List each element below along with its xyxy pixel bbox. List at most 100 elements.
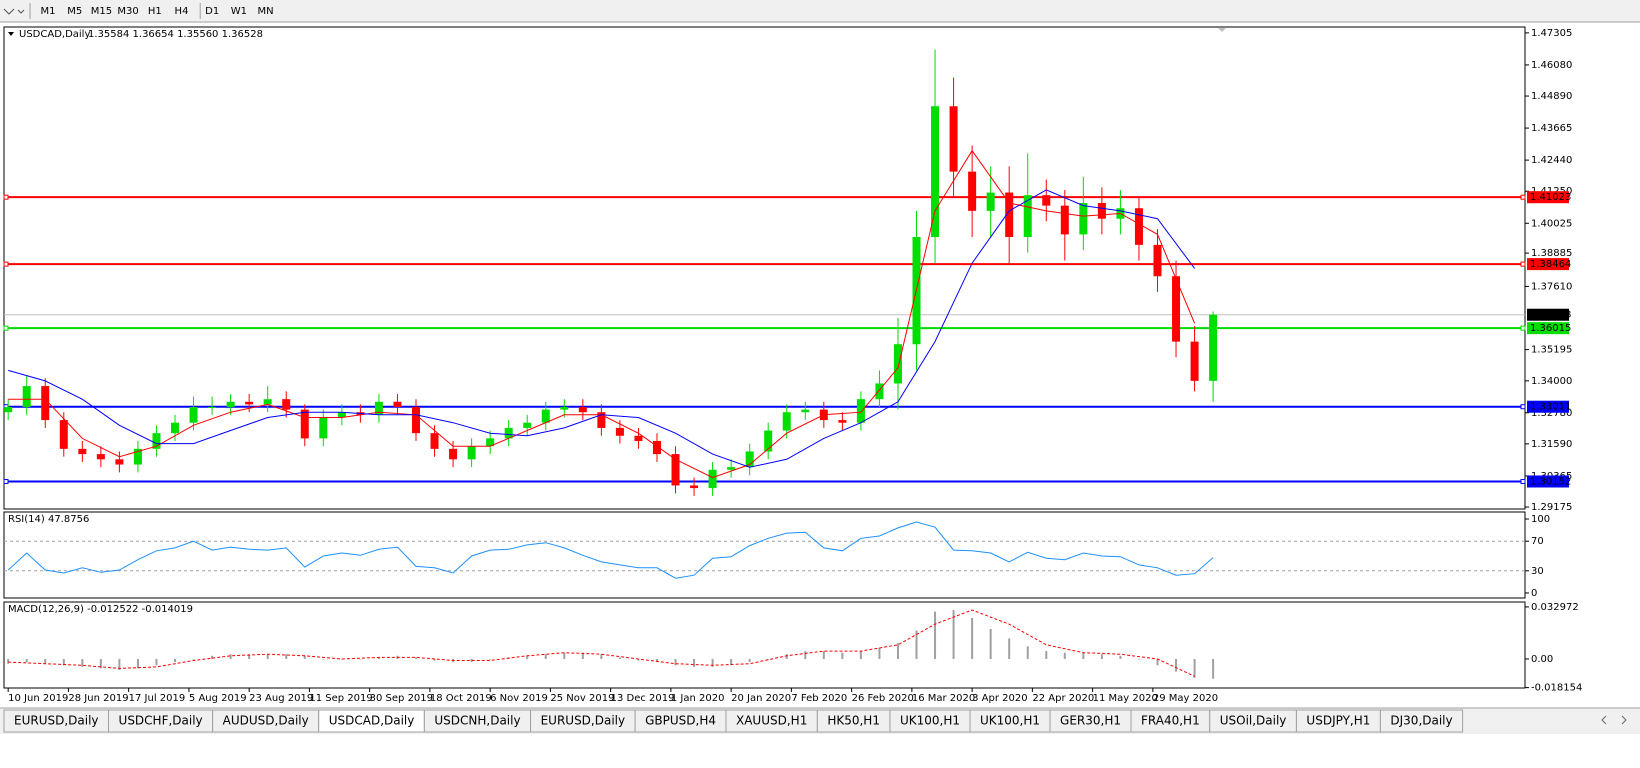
panel-content: 0.032972 0.00 -0.018154 MACD(12,26,9) -0.01… bbox=[7, 602, 1582, 694]
collapse-icon[interactable] bbox=[8, 32, 14, 36]
level-handle[interactable] bbox=[1520, 404, 1526, 410]
tab-label[interactable]: GBPUSD,H4 bbox=[645, 714, 716, 728]
level-handle[interactable] bbox=[3, 261, 9, 267]
tab-label[interactable]: FRA40,H1 bbox=[1141, 714, 1200, 728]
tab-label[interactable]: EURUSD,Daily bbox=[541, 714, 626, 728]
tab-bg[interactable] bbox=[1379, 709, 1464, 733]
tab[interactable]: UK100,H1 bbox=[889, 709, 971, 733]
candle-body bbox=[671, 454, 680, 486]
toolbar-icon[interactable] bbox=[3, 8, 25, 15]
tab[interactable]: USDJPY,H1 bbox=[1295, 709, 1381, 733]
tab-label[interactable]: HK50,H1 bbox=[827, 714, 880, 728]
tab-label[interactable]: USOil,Daily bbox=[1220, 714, 1287, 728]
level-label: 1.30152 bbox=[1530, 476, 1571, 487]
candle-body bbox=[152, 433, 161, 449]
candle-body bbox=[411, 407, 420, 434]
tab-scroll[interactable] bbox=[1601, 715, 1627, 725]
candle-body bbox=[4, 407, 13, 413]
tab-label[interactable]: USDCAD,Daily bbox=[329, 714, 415, 728]
tab[interactable]: FRA40,H1 bbox=[1130, 709, 1211, 733]
macd-bar bbox=[99, 658, 102, 669]
tab[interactable]: USDCAD,Daily bbox=[318, 709, 425, 733]
macd-bar bbox=[1100, 654, 1103, 659]
current-price-label: 1.36528 bbox=[1530, 310, 1571, 321]
tab[interactable]: DJ30,Daily bbox=[1379, 709, 1464, 733]
candle-body bbox=[300, 409, 309, 439]
panel-title: RSI(14) 47.8756 bbox=[8, 514, 89, 525]
y-tick-label: 1.47305 bbox=[1531, 28, 1572, 39]
timeframe-button[interactable]: M1 bbox=[41, 6, 56, 17]
candle-body bbox=[615, 427, 624, 436]
candle-body bbox=[541, 409, 550, 423]
timeframe-button[interactable]: M15 bbox=[91, 6, 112, 17]
macd-bar bbox=[136, 658, 139, 669]
tabs: EURUSD,Daily USDCHF,Daily AUDUSD,Daily USDC… bbox=[3, 709, 1464, 733]
timeframe-button[interactable]: H4 bbox=[175, 6, 189, 17]
level-handle[interactable] bbox=[3, 478, 9, 484]
tab-label[interactable]: UK100,H1 bbox=[900, 714, 960, 728]
rsi-panel bbox=[3, 511, 1526, 599]
candle-body bbox=[486, 438, 495, 447]
macd-bar bbox=[266, 654, 269, 659]
tab-label[interactable]: DJ30,Daily bbox=[1390, 714, 1452, 728]
level-handle[interactable] bbox=[3, 325, 9, 331]
candle-body bbox=[263, 399, 272, 405]
macd-bar bbox=[1175, 658, 1178, 672]
tab[interactable]: EURUSD,Daily bbox=[530, 709, 636, 733]
y-tick-label: 1.44890 bbox=[1531, 91, 1572, 102]
macd-bar bbox=[7, 658, 10, 664]
candle-body bbox=[1060, 205, 1069, 235]
x-tick-label: 7 Feb 2020 bbox=[791, 693, 847, 704]
candle-body bbox=[467, 446, 476, 460]
tab-label[interactable]: UK100,H1 bbox=[980, 714, 1040, 728]
tab[interactable]: HK50,H1 bbox=[816, 709, 891, 733]
candle-body bbox=[245, 401, 254, 405]
candle-body bbox=[133, 448, 142, 465]
x-tick-label: 25 Nov 2019 bbox=[550, 693, 614, 704]
level-label: 1.41023 bbox=[1530, 192, 1571, 203]
tab[interactable]: USOil,Daily bbox=[1209, 709, 1297, 733]
macd-bar bbox=[1082, 652, 1085, 659]
timeframe-button[interactable]: W1 bbox=[231, 6, 247, 17]
level-label-bg bbox=[1527, 322, 1569, 335]
macd-bar bbox=[211, 655, 214, 659]
tab[interactable]: USDCNH,Daily bbox=[423, 709, 532, 733]
tab[interactable]: AUDUSD,Daily bbox=[212, 709, 320, 733]
candle-body bbox=[968, 171, 977, 211]
level-handle[interactable] bbox=[3, 194, 9, 200]
x-tick-label: 22 Apr 2020 bbox=[1032, 693, 1094, 704]
macd-bar bbox=[489, 658, 492, 660]
level-handle[interactable] bbox=[1520, 194, 1526, 200]
timeframe-button[interactable]: H1 bbox=[148, 6, 162, 17]
timeframe-button[interactable]: M5 bbox=[67, 6, 82, 17]
x-tick-label: 11 May 2020 bbox=[1093, 693, 1158, 704]
level-handle[interactable] bbox=[1520, 261, 1526, 267]
macd-bar bbox=[414, 657, 417, 659]
tab-label[interactable]: AUDUSD,Daily bbox=[223, 714, 309, 728]
tab-label[interactable]: USDCHF,Daily bbox=[119, 714, 203, 728]
tab-label[interactable]: XAUUSD,H1 bbox=[736, 714, 807, 728]
candle-body bbox=[41, 386, 50, 421]
tab[interactable]: USDCHF,Daily bbox=[108, 709, 214, 733]
macd-bar bbox=[563, 652, 566, 659]
level-handle[interactable] bbox=[1520, 325, 1526, 331]
tab[interactable]: XAUUSD,H1 bbox=[725, 709, 818, 733]
tab-label[interactable]: USDCNH,Daily bbox=[434, 714, 520, 728]
macd-bar bbox=[155, 658, 158, 666]
toolbar bbox=[0, 0, 1640, 22]
timeframe-button[interactable]: M30 bbox=[117, 6, 138, 17]
tab[interactable]: EURUSD,Daily bbox=[3, 709, 110, 733]
tab-label[interactable]: EURUSD,Daily bbox=[14, 714, 99, 728]
timeframe-button[interactable]: MN bbox=[258, 6, 274, 17]
tab-label[interactable]: GER30,H1 bbox=[1060, 714, 1121, 728]
level-handle[interactable] bbox=[1520, 478, 1526, 484]
candle-body bbox=[893, 344, 902, 384]
tab[interactable]: GBPUSD,H4 bbox=[634, 709, 727, 733]
macd-bar bbox=[62, 658, 65, 666]
tab-label[interactable]: USDJPY,H1 bbox=[1306, 714, 1370, 728]
macd-bar bbox=[841, 652, 844, 659]
timeframe-button[interactable]: D1 bbox=[205, 6, 219, 17]
macd-panel bbox=[3, 601, 1526, 689]
tab[interactable]: UK100,H1 bbox=[969, 709, 1051, 733]
tab[interactable]: GER30,H1 bbox=[1049, 709, 1132, 733]
